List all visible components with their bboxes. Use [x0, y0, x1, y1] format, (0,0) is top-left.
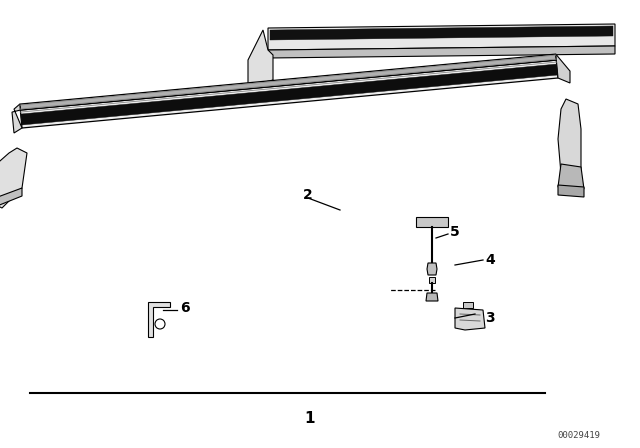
Polygon shape — [248, 30, 273, 95]
Text: 5: 5 — [450, 225, 460, 239]
Polygon shape — [429, 277, 435, 283]
Polygon shape — [0, 148, 27, 208]
Polygon shape — [558, 99, 581, 179]
Polygon shape — [20, 54, 556, 110]
Polygon shape — [0, 188, 22, 210]
Polygon shape — [20, 60, 558, 128]
Polygon shape — [427, 263, 437, 275]
Polygon shape — [268, 46, 615, 58]
Text: 4: 4 — [485, 253, 495, 267]
Polygon shape — [426, 293, 438, 301]
Text: 3: 3 — [485, 311, 495, 325]
Text: 00029419: 00029419 — [557, 431, 600, 439]
Polygon shape — [416, 217, 448, 227]
Text: 2: 2 — [303, 188, 313, 202]
Polygon shape — [558, 164, 584, 189]
Polygon shape — [20, 64, 557, 125]
Polygon shape — [270, 26, 613, 40]
Text: 6: 6 — [180, 301, 190, 315]
Polygon shape — [240, 80, 273, 100]
Text: 1: 1 — [305, 410, 316, 426]
Polygon shape — [455, 308, 485, 330]
Polygon shape — [556, 54, 570, 83]
Polygon shape — [148, 302, 170, 337]
Polygon shape — [268, 24, 615, 50]
Polygon shape — [558, 185, 584, 197]
Polygon shape — [463, 302, 473, 308]
Polygon shape — [12, 104, 22, 133]
